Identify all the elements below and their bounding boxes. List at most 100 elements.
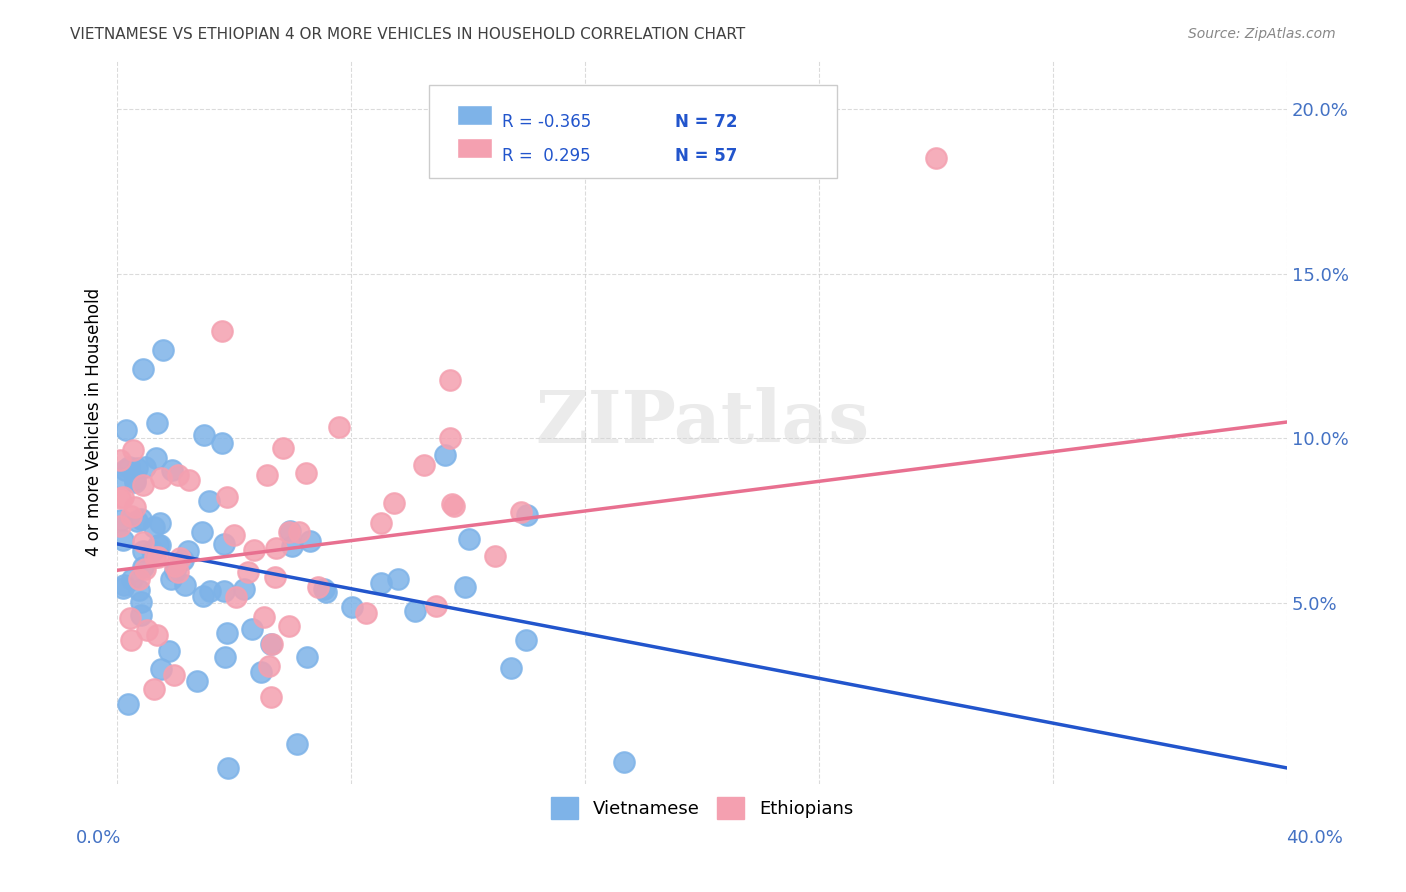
Point (404, 603, 426, 617)
Point (271, 442, 294, 456)
Point (250, 665, 273, 679)
Point (211, 324, 233, 338)
Text: R =  0.295: R = 0.295 (502, 147, 591, 165)
Point (191, 589, 214, 603)
Point (236, 566, 259, 580)
Point (125, 514, 148, 528)
Point (440, 497, 463, 511)
Point (177, 473, 200, 487)
Point (214, 649, 236, 664)
Point (197, 493, 219, 508)
Point (260, 637, 283, 651)
Point (149, 537, 172, 551)
Point (121, 442, 143, 457)
Point (266, 541, 288, 556)
Point (174, 577, 197, 591)
Point (134, 562, 156, 576)
Point (233, 582, 256, 596)
Point (145, 450, 167, 465)
Text: 40.0%: 40.0% (1286, 829, 1343, 847)
Point (264, 570, 287, 584)
Point (198, 583, 221, 598)
Text: ZIPatlas: ZIPatlas (536, 386, 869, 458)
Point (312, 582, 335, 596)
Point (295, 650, 318, 665)
Point (370, 576, 392, 591)
Point (509, 505, 531, 519)
Point (285, 737, 308, 751)
Point (315, 585, 337, 599)
Point (132, 478, 155, 492)
Text: N = 72: N = 72 (675, 113, 737, 131)
Point (281, 539, 304, 553)
Point (454, 580, 477, 594)
Point (132, 534, 155, 549)
Point (172, 553, 194, 567)
Point (387, 573, 409, 587)
Point (121, 572, 143, 586)
Point (118, 459, 141, 474)
Point (108, 491, 131, 505)
Point (354, 606, 377, 620)
Point (129, 595, 152, 609)
Point (307, 580, 329, 594)
Point (613, 755, 636, 769)
Point (260, 637, 283, 651)
Text: 0.0%: 0.0% (76, 829, 121, 847)
Point (111, 581, 134, 595)
Point (240, 622, 263, 636)
Point (115, 423, 138, 437)
Point (193, 428, 215, 442)
Point (484, 549, 506, 564)
Point (439, 373, 461, 387)
Point (212, 537, 235, 551)
Point (177, 543, 200, 558)
Point (925, 152, 948, 166)
Point (163, 565, 186, 579)
Point (253, 610, 276, 624)
Point (149, 662, 172, 676)
Point (225, 590, 247, 604)
Point (259, 690, 281, 704)
Point (117, 697, 139, 711)
Point (222, 528, 245, 542)
Point (125, 460, 148, 475)
Point (111, 533, 134, 547)
Point (242, 542, 264, 557)
Point (159, 573, 181, 587)
Point (299, 533, 322, 548)
Point (277, 619, 299, 633)
Point (118, 611, 141, 625)
Text: Source: ZipAtlas.com: Source: ZipAtlas.com (1188, 27, 1336, 41)
Point (124, 473, 146, 487)
Point (149, 516, 172, 530)
Point (108, 518, 131, 533)
Point (169, 550, 191, 565)
Point (439, 430, 461, 444)
Point (190, 524, 212, 539)
Point (425, 599, 447, 614)
Point (132, 361, 155, 376)
Point (110, 513, 132, 527)
Point (278, 525, 301, 540)
Text: R = -0.365: R = -0.365 (502, 113, 591, 131)
Point (143, 550, 166, 565)
Point (152, 343, 174, 358)
Point (128, 582, 150, 597)
Point (108, 453, 131, 467)
Point (121, 509, 143, 524)
Point (413, 458, 436, 472)
Point (124, 475, 146, 490)
Point (160, 463, 183, 477)
Point (146, 538, 169, 552)
Y-axis label: 4 or more Vehicles in Household: 4 or more Vehicles in Household (86, 288, 103, 556)
Point (134, 459, 156, 474)
Point (163, 668, 186, 682)
Point (163, 558, 186, 573)
Text: N = 57: N = 57 (675, 147, 737, 165)
Point (129, 512, 152, 526)
Point (501, 660, 523, 674)
Point (112, 490, 135, 504)
Point (256, 468, 278, 483)
Point (132, 560, 155, 574)
